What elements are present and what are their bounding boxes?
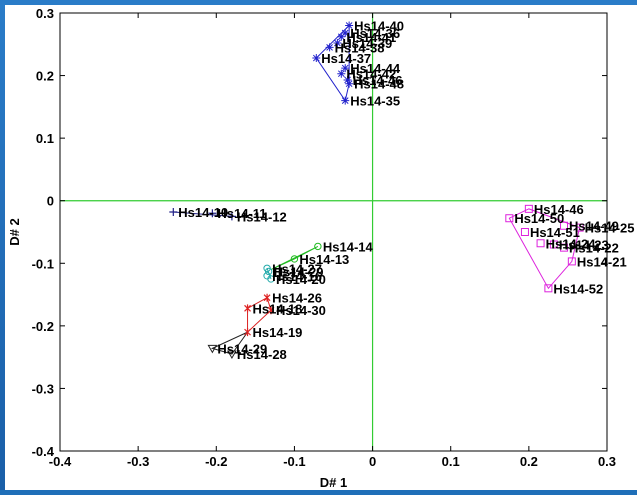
plus-marker bbox=[227, 212, 236, 221]
square-marker bbox=[524, 204, 533, 213]
square-marker bbox=[560, 221, 569, 230]
circle-marker bbox=[314, 242, 322, 251]
point-label: Hs14-44 bbox=[350, 61, 401, 76]
plus-marker bbox=[169, 207, 178, 216]
triangle-marker bbox=[227, 350, 237, 360]
y-tick-label: 0.3 bbox=[36, 6, 54, 21]
star-marker bbox=[312, 54, 321, 63]
point-label: Hs14-20 bbox=[276, 272, 326, 287]
star-marker bbox=[345, 21, 354, 30]
y-tick-label: 0.2 bbox=[36, 69, 54, 84]
y-axis-label: D# 2 bbox=[7, 218, 22, 245]
y-tick-label: -0.1 bbox=[32, 256, 54, 271]
square-marker bbox=[536, 239, 545, 248]
group-hull bbox=[173, 211, 232, 217]
point-label: Hs14-19 bbox=[253, 325, 303, 340]
asterisk-marker bbox=[263, 293, 271, 302]
point-label: Hs14-13 bbox=[299, 252, 349, 267]
asterisk-marker bbox=[267, 306, 275, 315]
point-label: Hs14-27 bbox=[272, 261, 322, 276]
point-label: Hs14-49 bbox=[569, 219, 619, 234]
point-label: Hs14-28 bbox=[237, 347, 287, 362]
star-marker bbox=[343, 75, 352, 84]
point-label: Hs14-16 bbox=[272, 269, 322, 284]
x-tick-label: -0.2 bbox=[205, 454, 227, 469]
point-label: Hs14-52 bbox=[553, 281, 603, 296]
group-hull bbox=[210, 330, 250, 355]
star-marker bbox=[341, 64, 350, 73]
asterisk-marker bbox=[244, 328, 251, 337]
y-tick-label: -0.2 bbox=[32, 319, 54, 334]
x-tick-label: -0.4 bbox=[49, 454, 72, 469]
circle-marker bbox=[264, 267, 273, 276]
y-tick-label: 0.1 bbox=[36, 131, 54, 146]
axes-box bbox=[59, 12, 608, 452]
point-label: Hs14-35 bbox=[350, 94, 400, 109]
data-markers bbox=[169, 21, 584, 360]
group-hull bbox=[270, 245, 319, 270]
point-label: Hs14-23 bbox=[559, 238, 609, 253]
star-marker bbox=[337, 32, 346, 41]
point-label: Hs14-22 bbox=[569, 241, 619, 256]
figure-canvas: -0.4 -0.3 -0.2 -0.1 0 0.1 0.2 0.3 0.3 0.2 0.1 0 -0.1… bbox=[5, 5, 637, 490]
point-label: Hs14-12 bbox=[237, 209, 287, 224]
square-marker bbox=[505, 214, 514, 223]
point-label: Hs14-10 bbox=[178, 205, 228, 220]
point-label: Hs14-25 bbox=[585, 221, 635, 236]
point-label: Hs14-41 bbox=[346, 30, 396, 45]
plus-marker bbox=[208, 209, 217, 218]
point-label: Hs14-29 bbox=[217, 341, 267, 356]
square-marker bbox=[575, 223, 584, 232]
x-tick-label: 0 bbox=[369, 454, 376, 469]
x-tick-label: -0.1 bbox=[283, 454, 305, 469]
point-label: Hs14-11 bbox=[217, 206, 266, 221]
square-marker bbox=[520, 228, 529, 236]
point-label: Hs14-42 bbox=[346, 67, 396, 82]
star-marker bbox=[341, 29, 350, 38]
point-label: Hs14-51 bbox=[530, 225, 580, 240]
y-tick-label: -0.4 bbox=[32, 444, 55, 459]
point-label: Hs14-38 bbox=[335, 40, 385, 55]
scatter-plot: -0.4 -0.3 -0.2 -0.1 0 0.1 0.2 0.3 0.3 0.2 0.1 0 -0.1… bbox=[7, 6, 635, 490]
circle-marker bbox=[290, 255, 299, 263]
x-tick-label: 0.3 bbox=[598, 454, 616, 469]
point-label: Hs14-14 bbox=[323, 239, 374, 254]
star-marker bbox=[341, 96, 350, 105]
x-axis-label: D# 1 bbox=[320, 475, 347, 490]
point-label: Hs14-39 bbox=[342, 36, 392, 51]
star-marker bbox=[325, 43, 334, 52]
star-marker bbox=[345, 79, 354, 88]
point-label: Hs14-48 bbox=[354, 77, 404, 92]
point-label: Hs14-29 bbox=[274, 264, 324, 279]
x-tick-label: 0.1 bbox=[442, 454, 460, 469]
square-marker bbox=[567, 257, 576, 266]
point-label: Hs14-36 bbox=[350, 26, 400, 41]
point-label: Hs14-37 bbox=[321, 51, 371, 66]
y-tick-label: -0.3 bbox=[32, 381, 54, 396]
square-marker bbox=[544, 284, 553, 293]
y-tick-label: 0 bbox=[47, 194, 54, 209]
point-label: Hs14-46 bbox=[534, 202, 584, 217]
point-label: Hs14-24 bbox=[546, 236, 597, 251]
point-label: Hs14-21 bbox=[577, 254, 627, 269]
star-marker bbox=[337, 69, 346, 78]
x-tick-label: -0.3 bbox=[127, 454, 149, 469]
point-label: Hs14-26 bbox=[272, 291, 322, 306]
square-marker bbox=[549, 240, 558, 249]
point-label: Hs14-40 bbox=[354, 19, 404, 34]
point-label: Hs14-30 bbox=[276, 303, 326, 318]
asterisk-marker bbox=[244, 304, 251, 313]
point-label: Hs14-46 bbox=[353, 73, 403, 88]
axis-ticks: -0.4 -0.3 -0.2 -0.1 0 0.1 0.2 0.3 0.3 0.2 0.1 0 -0.1… bbox=[32, 6, 616, 469]
point-label: Hs14-50 bbox=[514, 211, 564, 226]
x-tick-label: 0.2 bbox=[520, 454, 538, 469]
star-marker bbox=[333, 39, 342, 48]
point-label: Hs14-18 bbox=[253, 301, 303, 316]
point-labels: Hs14-40Hs14-36Hs14-41Hs14-39Hs14-38Hs14-… bbox=[178, 19, 635, 362]
square-marker bbox=[560, 243, 569, 252]
reference-lines bbox=[60, 13, 607, 451]
triangle-marker bbox=[207, 344, 218, 354]
circle-marker bbox=[267, 275, 275, 283]
